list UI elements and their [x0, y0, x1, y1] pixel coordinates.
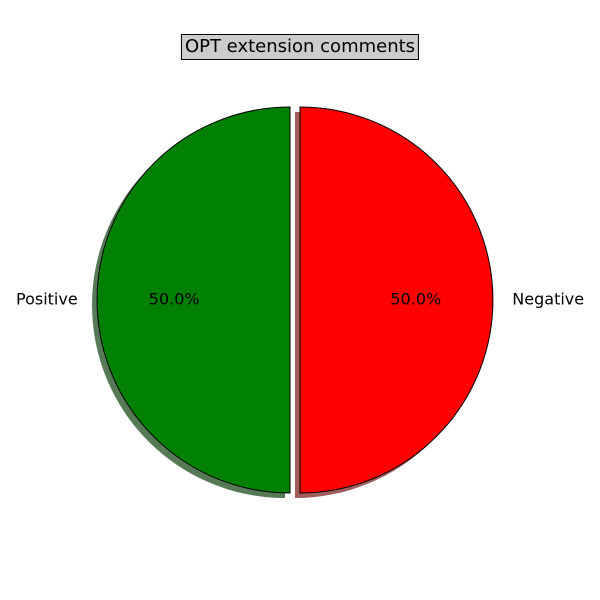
slice-label-negative: Negative	[512, 290, 584, 309]
slice-percent-positive: 50.0%	[149, 290, 200, 309]
chart-title: OPT extension comments	[180, 34, 420, 60]
slice-percent-negative: 50.0%	[390, 290, 441, 309]
pie-slice-negative	[299, 106, 494, 494]
slice-label-positive: Positive	[16, 290, 78, 309]
pie-slice-positive	[96, 106, 291, 494]
